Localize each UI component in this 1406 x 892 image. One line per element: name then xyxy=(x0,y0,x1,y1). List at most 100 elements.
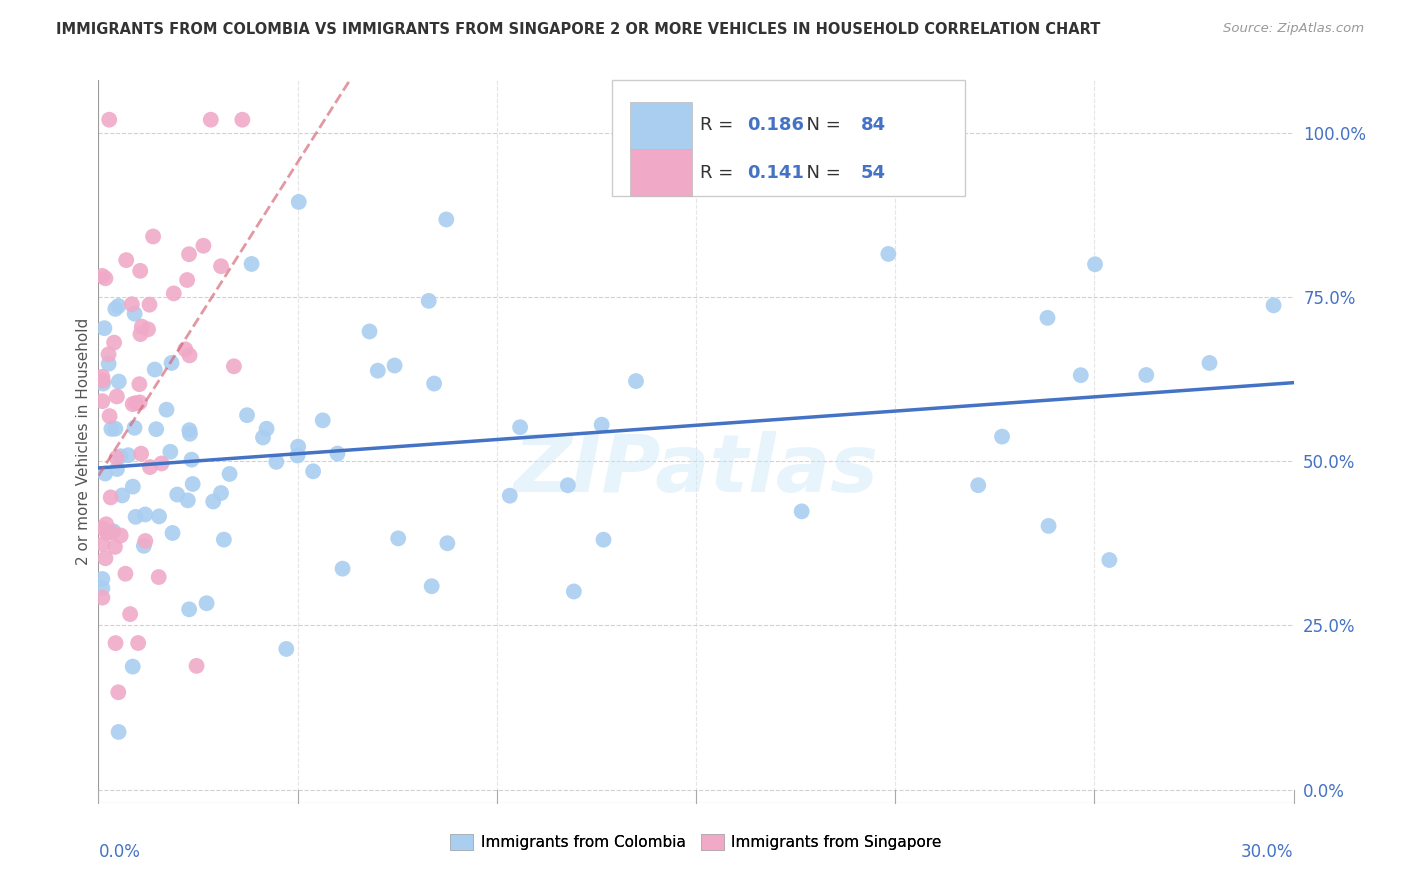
Point xyxy=(105,389,128,403)
Point xyxy=(136,322,159,336)
Point xyxy=(129,327,152,342)
Point xyxy=(624,374,647,388)
Point xyxy=(107,375,129,389)
Point xyxy=(110,449,132,463)
Point xyxy=(121,397,143,411)
Point xyxy=(1038,519,1060,533)
Legend: Immigrants from Colombia, Immigrants from Singapore: Immigrants from Colombia, Immigrants fro… xyxy=(444,829,948,856)
Point xyxy=(160,356,183,370)
Point xyxy=(91,374,114,388)
Point xyxy=(138,298,160,312)
Point xyxy=(150,457,173,471)
Point xyxy=(1070,368,1092,383)
Point xyxy=(104,301,127,316)
Text: 54: 54 xyxy=(860,164,886,182)
Point xyxy=(387,532,409,546)
Point xyxy=(212,533,235,547)
Point xyxy=(128,377,150,392)
Point xyxy=(94,551,117,566)
Point xyxy=(287,194,309,209)
Point xyxy=(110,528,132,542)
Point xyxy=(1098,553,1121,567)
Point xyxy=(420,579,443,593)
Point xyxy=(592,533,614,547)
Text: R =: R = xyxy=(700,164,738,182)
Point xyxy=(1263,298,1285,312)
Point xyxy=(186,658,208,673)
Point xyxy=(991,429,1014,443)
Point xyxy=(97,357,120,371)
Point xyxy=(252,430,274,444)
FancyBboxPatch shape xyxy=(630,149,692,196)
Point xyxy=(359,325,381,339)
Point xyxy=(202,494,225,508)
Point xyxy=(103,524,125,539)
Point xyxy=(142,229,165,244)
Text: IMMIGRANTS FROM COLOMBIA VS IMMIGRANTS FROM SINGAPORE 2 OR MORE VEHICLES IN HOUS: IMMIGRANTS FROM COLOMBIA VS IMMIGRANTS F… xyxy=(56,22,1101,37)
Text: 30.0%: 30.0% xyxy=(1241,843,1294,861)
Point xyxy=(148,509,170,524)
Point xyxy=(177,247,200,261)
Point xyxy=(181,477,204,491)
Point xyxy=(195,596,218,610)
Point xyxy=(591,417,613,432)
Text: R =: R = xyxy=(700,116,738,134)
Point xyxy=(100,491,122,505)
Point xyxy=(499,489,522,503)
Text: N =: N = xyxy=(796,164,846,182)
Point xyxy=(1036,310,1059,325)
Point xyxy=(145,422,167,436)
Point xyxy=(423,376,446,391)
Point xyxy=(124,509,146,524)
Point xyxy=(124,396,146,410)
Point xyxy=(94,271,117,285)
Point xyxy=(129,447,152,461)
Point xyxy=(174,343,197,357)
Point xyxy=(557,478,579,492)
Point xyxy=(96,517,118,532)
Point xyxy=(98,409,121,424)
Point xyxy=(877,247,900,261)
Point xyxy=(91,394,114,409)
Point xyxy=(287,440,309,454)
Point xyxy=(111,488,134,502)
Point xyxy=(104,422,127,436)
Point xyxy=(218,467,240,481)
Point xyxy=(179,348,201,362)
Point xyxy=(94,467,117,481)
FancyBboxPatch shape xyxy=(630,102,692,149)
Point xyxy=(115,253,138,268)
Point xyxy=(91,376,114,391)
Point xyxy=(209,259,232,273)
Point xyxy=(91,591,114,605)
Point xyxy=(179,426,201,441)
Point xyxy=(134,508,156,522)
Point xyxy=(162,526,184,541)
Point xyxy=(121,659,143,673)
Point xyxy=(209,486,232,500)
Point xyxy=(121,297,143,311)
Point xyxy=(276,642,298,657)
Point xyxy=(100,525,122,540)
Point xyxy=(222,359,245,374)
Point xyxy=(179,602,201,616)
Point xyxy=(155,402,177,417)
Point xyxy=(91,268,114,283)
Point xyxy=(562,584,585,599)
Point xyxy=(97,347,120,361)
Point xyxy=(266,455,288,469)
Point xyxy=(124,307,146,321)
Point xyxy=(367,364,389,378)
Point xyxy=(107,685,129,699)
Point xyxy=(177,493,200,508)
Point xyxy=(91,521,114,535)
Point xyxy=(105,462,128,476)
Text: 84: 84 xyxy=(860,116,886,134)
Point xyxy=(100,422,122,436)
Point xyxy=(129,264,152,278)
Point xyxy=(418,293,440,308)
Point xyxy=(434,212,457,227)
Point xyxy=(104,540,127,554)
Point xyxy=(159,444,181,458)
Point xyxy=(104,636,127,650)
